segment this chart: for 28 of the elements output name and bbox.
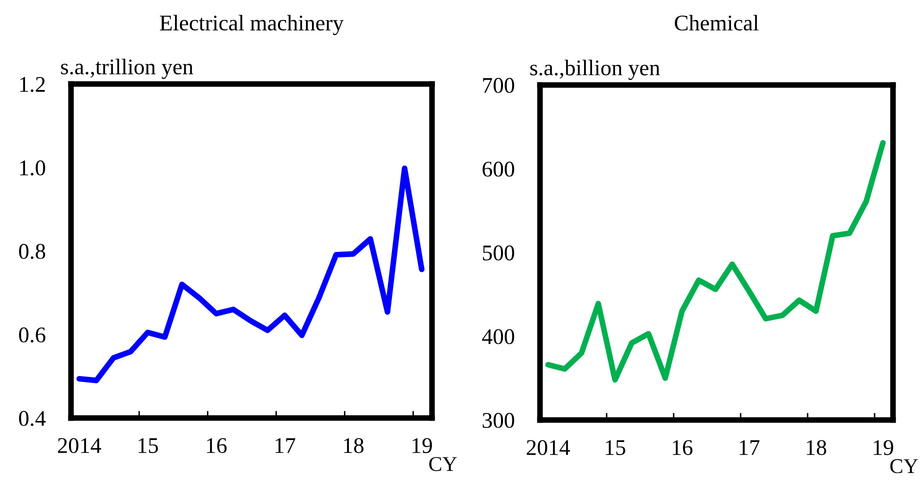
x-tick-label: 17 <box>276 438 296 453</box>
y-tick-label: 0.8 <box>19 244 46 260</box>
y-tick-label: 1.0 <box>20 160 46 176</box>
chart-title: Chemical <box>674 14 759 31</box>
y-tick-label: 0.6 <box>19 327 46 343</box>
chart-title: Electrical machinery <box>160 14 344 36</box>
x-tick-label: 15 <box>606 440 626 456</box>
y-tick-label: 1.2 <box>20 76 45 92</box>
x-tick-label: 2014 <box>58 438 102 454</box>
y-tick-label: 0.4 <box>19 410 46 426</box>
y-axis-title: s.a.,billion yen <box>530 60 660 80</box>
x-tick-label: 16 <box>672 440 692 456</box>
x-tick-label: 19 <box>412 438 432 454</box>
y-axis-title: s.a.,trillion yen <box>61 58 194 79</box>
x-tick-label: 17 <box>740 440 760 455</box>
x-tick-label: 18 <box>806 440 826 456</box>
y-tick-label: 600 <box>482 162 514 177</box>
text: CY <box>890 459 918 474</box>
y-tick-label: 400 <box>482 329 514 344</box>
text: CY <box>429 457 457 472</box>
y-tick-label: 500 <box>482 245 514 260</box>
x-tick-label: 18 <box>344 438 364 454</box>
x-tick-label: 16 <box>207 438 227 454</box>
x-tick-label: 15 <box>138 438 158 454</box>
y-tick-label: 300 <box>482 412 514 428</box>
y-tick-label: 700 <box>483 78 514 93</box>
x-tick-label: 19 <box>874 440 894 456</box>
x-tick-label: 2014 <box>526 440 570 456</box>
